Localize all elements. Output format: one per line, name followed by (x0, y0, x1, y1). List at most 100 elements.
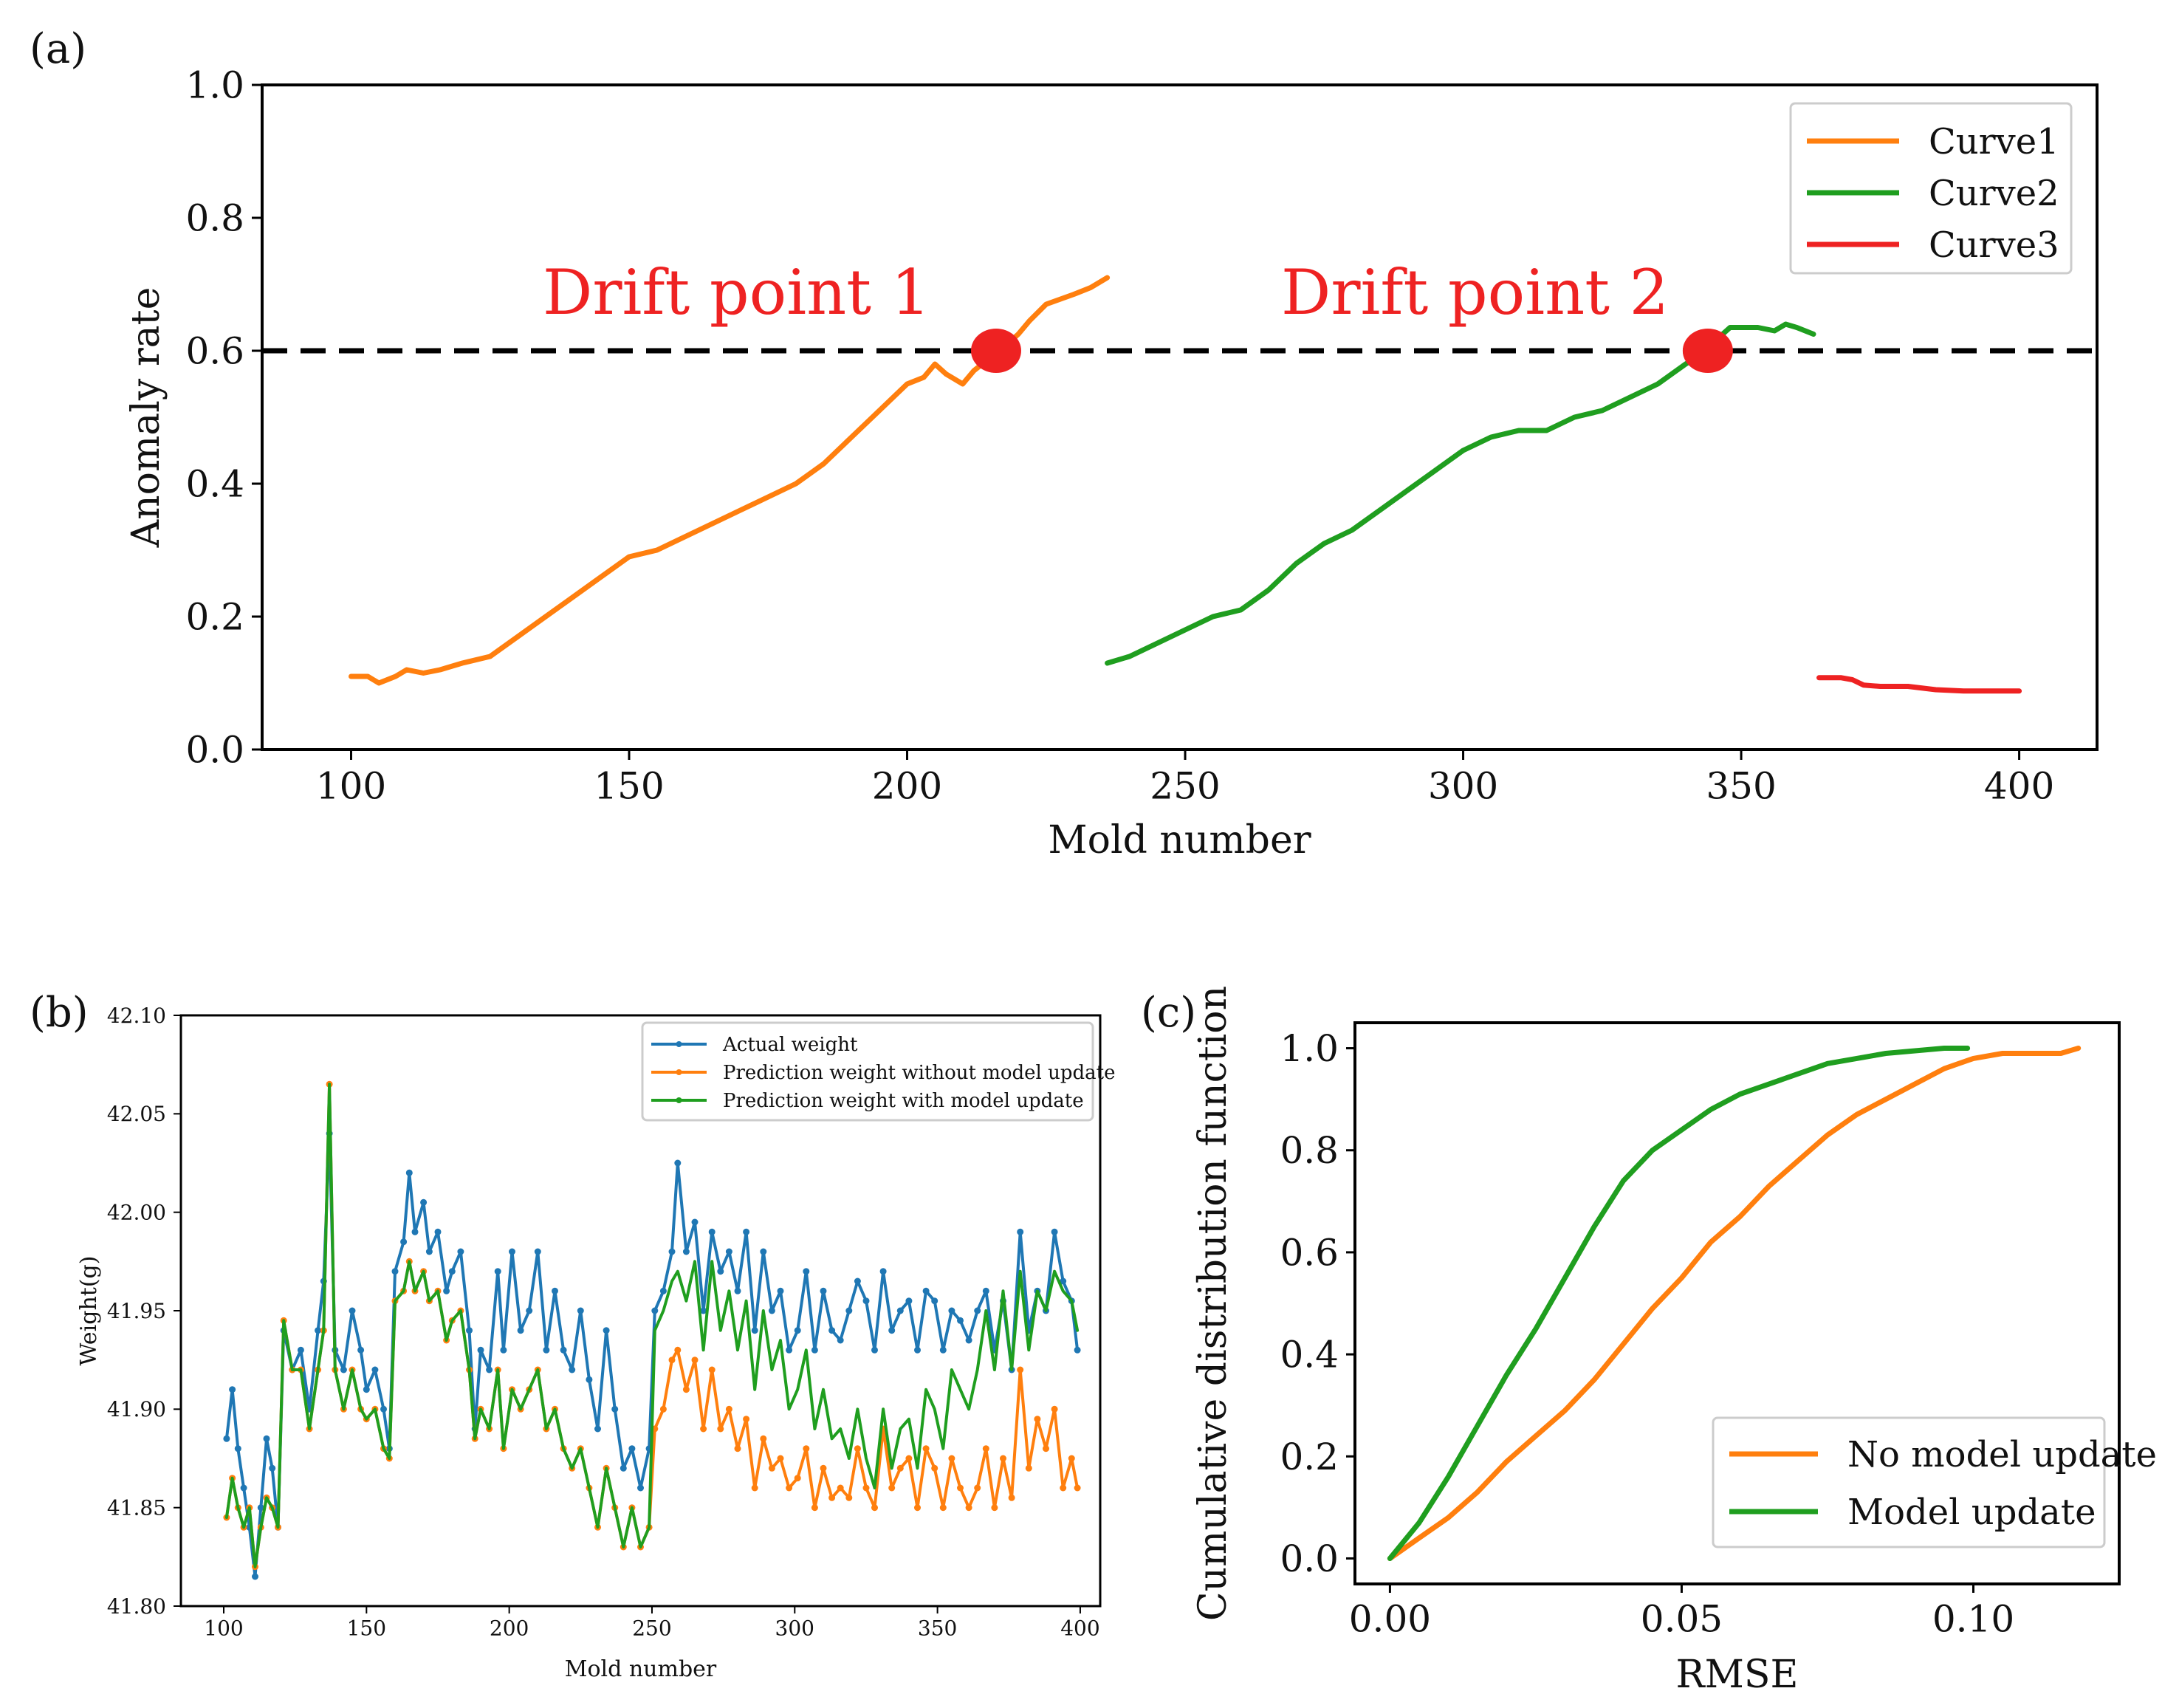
data-point (682, 1248, 690, 1255)
legend-label: Curve3 (1929, 224, 2059, 266)
data-point (794, 1475, 801, 1482)
data-point (659, 1405, 667, 1413)
data-point (974, 1307, 981, 1314)
series-line-2 (1387, 1046, 1971, 1561)
data-point (794, 1327, 801, 1334)
x-tick-label: 400 (1984, 765, 2054, 808)
legend-label: Actual weight (722, 1034, 858, 1056)
data-point (425, 1248, 433, 1255)
data-point (420, 1198, 428, 1206)
data-point (725, 1248, 732, 1255)
data-point (269, 1464, 276, 1472)
data-point (611, 1405, 619, 1413)
chart-weight: 100 150 200 250 300 350 400 41.80 41.85 41.90 41.9… (76, 1004, 1115, 1682)
data-point (743, 1416, 750, 1423)
data-point (1000, 1455, 1006, 1462)
data-point (811, 1504, 818, 1512)
x-tick-label: 0.10 (1932, 1598, 2014, 1641)
data-point (434, 1228, 442, 1235)
data-point (760, 1248, 767, 1255)
y-axis-label: Weight(g) (76, 1256, 102, 1366)
data-point (534, 1248, 541, 1255)
data-point (871, 1504, 878, 1512)
data-point (922, 1287, 930, 1294)
data-point (257, 1504, 264, 1512)
data-point (700, 1425, 707, 1433)
data-point (500, 1346, 507, 1354)
data-point (820, 1287, 827, 1294)
x-tick-label: 350 (1706, 765, 1776, 808)
data-point (820, 1464, 827, 1472)
x-tick-label: 150 (594, 765, 664, 808)
data-point (252, 1573, 258, 1580)
y-tick-label: 0.4 (185, 463, 244, 506)
plot-frame (1353, 1021, 2121, 1585)
y-tick-label: 41.90 (107, 1397, 166, 1421)
data-point (380, 1405, 387, 1413)
x-tick-label: 150 (347, 1616, 386, 1640)
data-point (751, 1327, 758, 1334)
y-axis-label: Cumulative distribution function (1191, 986, 1235, 1621)
y-tick-label: 0.2 (1280, 1436, 1339, 1478)
chart-anomaly-rate: 100 150 200 250 300 350 400 0.0 0.2 0.4 0.6 0.8 1.0 M… (124, 64, 2099, 862)
data-point (543, 1346, 550, 1354)
x-axis-label: Mold number (565, 1656, 717, 1682)
data-point (659, 1287, 667, 1294)
data-point (405, 1169, 413, 1176)
data-point (803, 1268, 810, 1275)
data-point (637, 1484, 644, 1492)
data-point (411, 1228, 419, 1235)
y-tick-label: 42.00 (107, 1200, 166, 1224)
data-point (594, 1425, 601, 1433)
data-point (896, 1464, 904, 1472)
data-point (229, 1386, 236, 1393)
data-point (845, 1307, 853, 1314)
x-tick-label: 350 (918, 1616, 957, 1640)
data-point (777, 1287, 784, 1294)
data-point (1051, 1405, 1058, 1413)
y-tick-label: 0.8 (1280, 1129, 1339, 1172)
data-point (939, 1346, 947, 1354)
data-point (734, 1445, 741, 1453)
data-point (628, 1445, 636, 1453)
y-tick-label: 42.05 (107, 1102, 166, 1126)
data-point (743, 1228, 750, 1235)
drift-label: Drift point 1 (543, 256, 930, 329)
data-point (957, 1484, 964, 1492)
data-point (854, 1277, 861, 1285)
data-point (760, 1435, 767, 1442)
data-point (931, 1464, 938, 1472)
data-point (1043, 1445, 1049, 1453)
data-point (1034, 1416, 1041, 1423)
data-point (717, 1425, 724, 1433)
y-tick-label: 0.0 (185, 729, 244, 772)
legend-label: Prediction weight without model update (723, 1062, 1115, 1084)
y-axis-label: Anomaly rate (124, 287, 168, 549)
data-point (569, 1366, 576, 1373)
drift-marker (1682, 329, 1733, 373)
data-point (560, 1346, 567, 1354)
data-point (477, 1346, 484, 1354)
y-tick-label: 1.0 (1280, 1027, 1339, 1070)
data-point (854, 1445, 861, 1453)
data-point (443, 1287, 450, 1294)
chart-cdf: 0.00 0.05 0.10 0.0 0.2 0.4 0.6 0.8 1.0 RMSE Cumula… (1191, 986, 2157, 1697)
data-point (948, 1455, 955, 1462)
data-point (768, 1464, 775, 1472)
data-point (552, 1287, 558, 1294)
y-tick-label: 0.6 (185, 330, 244, 373)
data-point (586, 1376, 593, 1383)
data-point (509, 1248, 515, 1255)
data-point (879, 1268, 887, 1275)
data-point (777, 1455, 784, 1462)
data-point (357, 1346, 365, 1354)
y-tick-label: 41.80 (107, 1594, 166, 1619)
data-point (400, 1238, 408, 1246)
data-point (620, 1464, 627, 1472)
legend-marker (676, 1069, 682, 1075)
legend-marker (676, 1097, 682, 1103)
series-line-1 (224, 1132, 1080, 1578)
data-point (1008, 1494, 1015, 1501)
data-point (751, 1484, 758, 1492)
